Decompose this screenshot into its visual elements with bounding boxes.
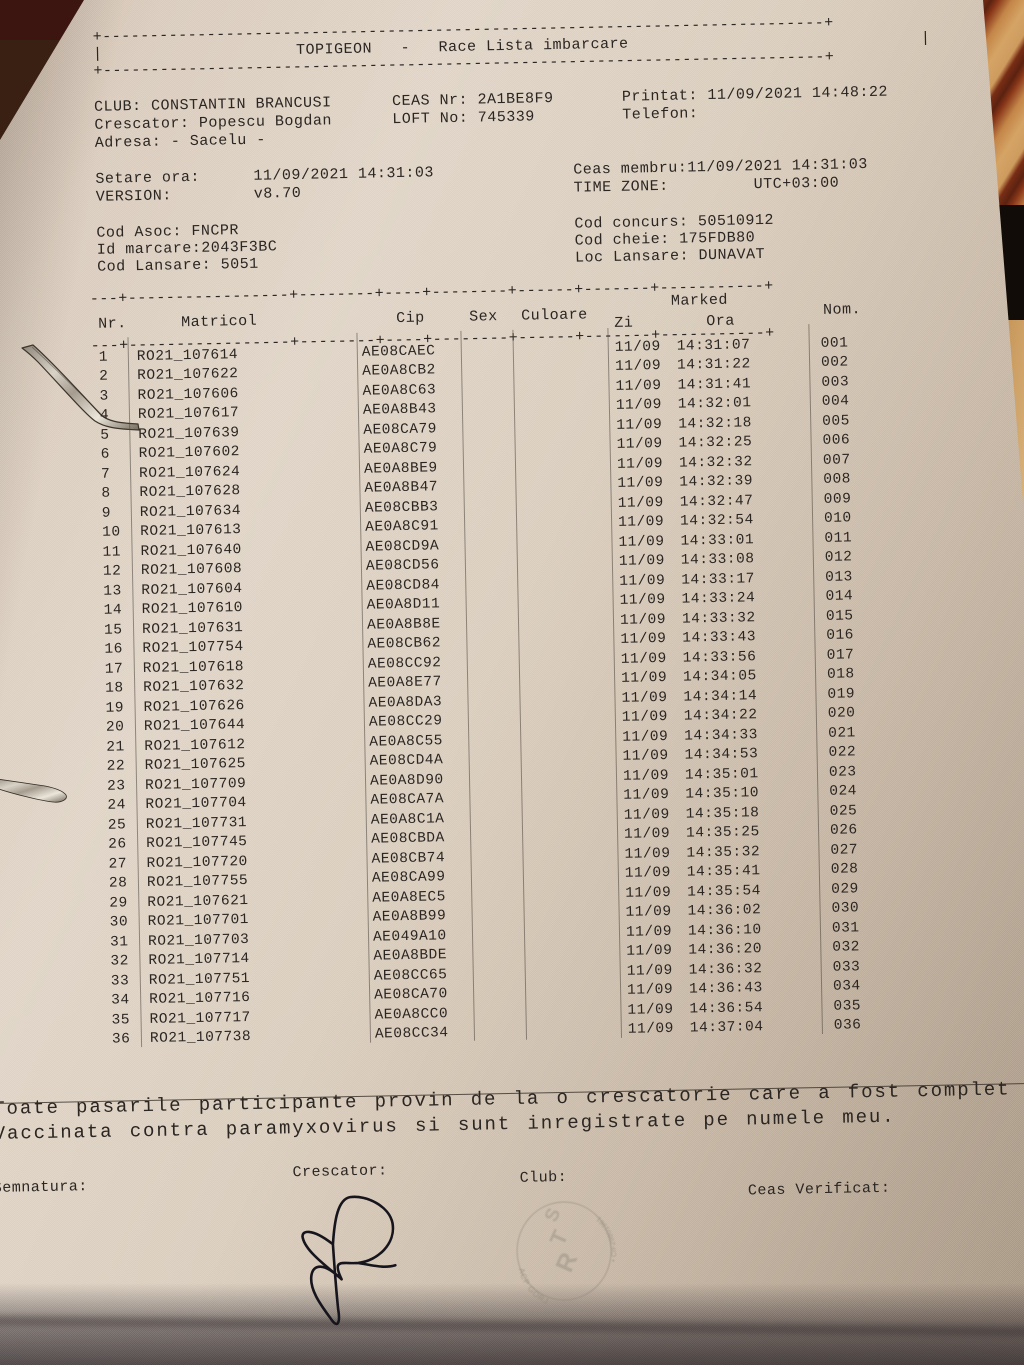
svg-text:T: T [545, 1226, 574, 1249]
svg-text:R: R [550, 1248, 583, 1276]
svg-text:ACP GORJ: ACP GORJ [517, 1267, 551, 1307]
svg-text:S: S [541, 1205, 565, 1225]
svg-text:• CIF29801961: • CIF29801961 [595, 1214, 618, 1262]
